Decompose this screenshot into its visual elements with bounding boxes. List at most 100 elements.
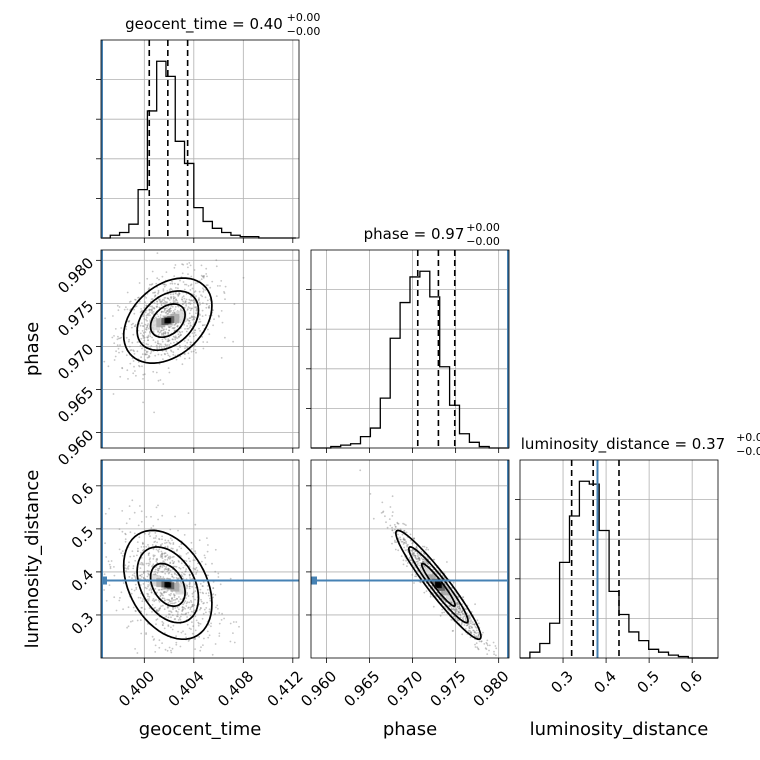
sample-point bbox=[147, 356, 150, 359]
sample-point bbox=[189, 335, 191, 338]
sample-point bbox=[162, 624, 164, 626]
sample-point bbox=[161, 620, 164, 623]
sample-point bbox=[156, 347, 159, 350]
sample-point bbox=[170, 547, 173, 550]
sample-point bbox=[194, 348, 197, 351]
sample-point bbox=[140, 551, 142, 554]
sample-point bbox=[402, 522, 404, 525]
sample-point bbox=[417, 557, 419, 560]
sample-point bbox=[159, 565, 162, 568]
sample-point bbox=[133, 555, 135, 558]
sample-point bbox=[189, 299, 192, 302]
density-cell bbox=[149, 319, 161, 331]
sample-point bbox=[167, 354, 170, 357]
sample-point bbox=[178, 561, 180, 563]
sample-point bbox=[185, 636, 188, 639]
sample-point bbox=[147, 564, 150, 567]
sample-point bbox=[103, 573, 106, 576]
sample-point bbox=[429, 595, 432, 598]
sample-point bbox=[138, 282, 141, 284]
sample-point bbox=[126, 308, 129, 311]
sample-point bbox=[164, 343, 167, 346]
sample-point bbox=[184, 301, 187, 304]
sample-point bbox=[143, 339, 146, 342]
sample-point bbox=[461, 617, 464, 620]
sample-point bbox=[160, 329, 163, 332]
sample-point bbox=[161, 334, 163, 336]
sample-point bbox=[158, 331, 161, 334]
sample-point bbox=[148, 355, 151, 358]
sample-point bbox=[417, 560, 419, 563]
sample-point bbox=[471, 621, 474, 623]
sample-point bbox=[134, 559, 137, 562]
sample-point bbox=[176, 549, 178, 552]
sample-point bbox=[417, 554, 419, 556]
sample-point bbox=[200, 607, 202, 610]
sample-point bbox=[182, 608, 185, 611]
sample-point bbox=[208, 333, 211, 336]
sample-point bbox=[174, 306, 177, 308]
sample-point bbox=[146, 324, 149, 327]
sample-point bbox=[207, 544, 209, 546]
sample-point bbox=[203, 608, 206, 611]
sample-point bbox=[200, 264, 203, 267]
sample-point bbox=[173, 324, 176, 326]
sample-point bbox=[133, 350, 135, 353]
sample-point bbox=[155, 599, 158, 601]
sample-point bbox=[186, 318, 189, 321]
sample-point bbox=[468, 617, 471, 619]
sample-point bbox=[167, 606, 170, 609]
sample-point bbox=[161, 275, 164, 278]
sample-point bbox=[139, 324, 142, 327]
sample-point bbox=[190, 325, 192, 327]
sample-point bbox=[419, 554, 422, 557]
sample-point bbox=[418, 564, 421, 567]
panel-grid-1-0 bbox=[96, 250, 299, 453]
x-axis-label-luminosity_distance: luminosity_distance bbox=[530, 719, 709, 740]
sample-point bbox=[206, 630, 209, 633]
sample-point bbox=[176, 578, 179, 580]
sample-point bbox=[145, 328, 148, 331]
title-minus-phase: −0.00 bbox=[466, 235, 500, 248]
sample-point bbox=[149, 561, 152, 563]
sample-point bbox=[189, 303, 192, 305]
sample-point bbox=[473, 623, 476, 626]
sample-point bbox=[154, 588, 157, 590]
sample-point bbox=[163, 597, 166, 600]
sample-point bbox=[412, 541, 414, 544]
contour-level-2 bbox=[136, 290, 200, 352]
sample-point bbox=[148, 563, 151, 565]
sample-point bbox=[209, 286, 212, 289]
y-tick-label-phase: 0.965 bbox=[54, 383, 97, 426]
sample-point bbox=[423, 545, 426, 548]
sample-point bbox=[177, 600, 180, 603]
sample-point bbox=[161, 642, 164, 644]
sample-point bbox=[151, 298, 154, 300]
y-tick-label-phase: 0.960 bbox=[54, 426, 97, 469]
sample-point bbox=[214, 643, 217, 645]
sample-point bbox=[411, 553, 414, 555]
sample-point bbox=[124, 540, 127, 543]
sample-point bbox=[135, 588, 138, 590]
sample-point bbox=[168, 610, 171, 612]
sample-point bbox=[488, 649, 490, 652]
sample-point bbox=[171, 305, 174, 308]
sample-point bbox=[177, 560, 180, 562]
sample-point bbox=[181, 330, 184, 333]
sample-point bbox=[171, 539, 174, 541]
sample-point bbox=[173, 297, 175, 300]
sample-point bbox=[196, 569, 199, 572]
panel-grid-0-0 bbox=[96, 40, 299, 243]
sample-point bbox=[157, 518, 160, 521]
sample-point bbox=[394, 525, 397, 528]
density-cell bbox=[440, 586, 450, 596]
sample-point bbox=[169, 610, 172, 613]
sample-point bbox=[147, 584, 150, 586]
sample-point bbox=[194, 550, 197, 553]
sample-point bbox=[166, 297, 169, 299]
sample-point bbox=[161, 594, 163, 596]
sample-point bbox=[455, 608, 458, 611]
sample-point bbox=[169, 600, 172, 603]
sample-point bbox=[138, 536, 141, 539]
sample-point bbox=[138, 578, 141, 580]
